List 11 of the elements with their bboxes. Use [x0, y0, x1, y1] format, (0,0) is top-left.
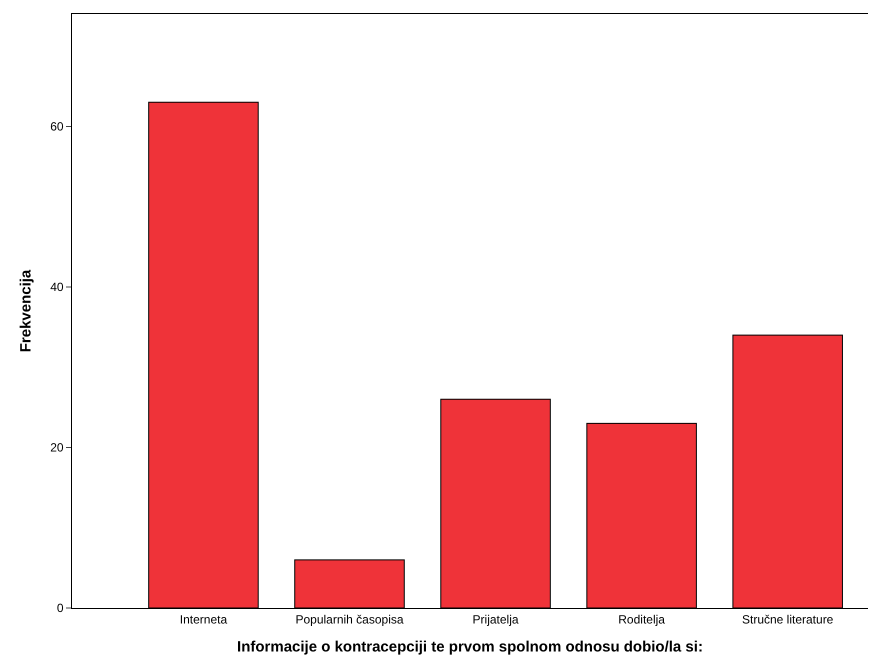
- x-tick-label: Popularnih časopisa: [295, 612, 404, 626]
- x-axis-title: Informacije o kontracepciji te prvom spolnom odnosu dobio/la si:: [237, 638, 703, 656]
- x-tick-label: Stručne literature: [742, 612, 834, 626]
- y-tick-label: 40: [50, 280, 64, 294]
- x-tick-label: Interneta: [180, 612, 228, 626]
- y-tick-label: 20: [50, 440, 64, 455]
- y-axis-title: Frekvencija: [17, 269, 34, 352]
- y-tick-label: 0: [56, 601, 64, 616]
- y-tick-label: 60: [50, 120, 64, 134]
- x-tick-label: Roditelja: [618, 612, 666, 626]
- x-tick-label: Prijatelja: [472, 612, 519, 626]
